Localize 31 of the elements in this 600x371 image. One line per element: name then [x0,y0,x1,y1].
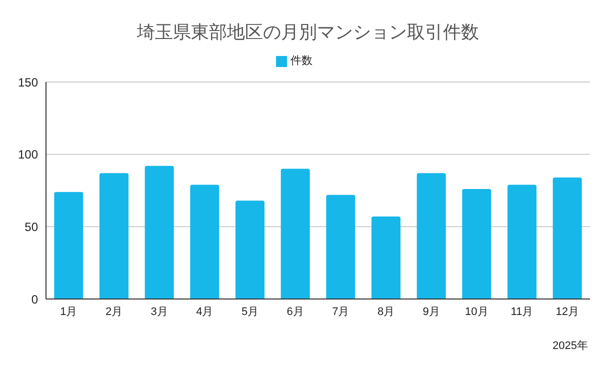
y-tick-label: 50 [24,220,38,234]
x-tick-label: 8月 [377,306,395,318]
bar [99,173,128,299]
y-tick-label: 150 [18,75,38,90]
bar [371,216,400,299]
x-tick-label: 2月 [105,306,123,318]
bar [552,177,582,299]
x-tick-label: 6月 [286,306,304,318]
x-axis-title: 2025年 [552,339,588,353]
x-tick-label: 7月 [332,306,350,318]
bar [144,166,174,299]
x-tick-label: 3月 [150,306,168,318]
legend-label: 件数 [290,55,312,67]
y-tick-label: 0 [31,292,38,306]
bar [326,194,356,299]
x-tick-label: 5月 [241,306,259,318]
y-tick-label: 100 [18,148,38,162]
x-tick-label: 9月 [422,306,440,318]
bar [280,168,310,299]
bar [190,184,220,299]
x-tick-label: 12月 [556,306,579,318]
chart-title: 埼玉県東部地区の月別マンション取引件数 [136,21,480,44]
bar [54,192,84,299]
x-tick-label: 10月 [465,306,488,318]
bar [507,184,536,299]
bar [462,189,492,299]
x-tick-label: 1月 [60,306,78,318]
bar [416,173,446,299]
x-tick-label: 11月 [510,306,534,318]
x-tick-label: 4月 [196,306,214,318]
bar [235,200,264,299]
